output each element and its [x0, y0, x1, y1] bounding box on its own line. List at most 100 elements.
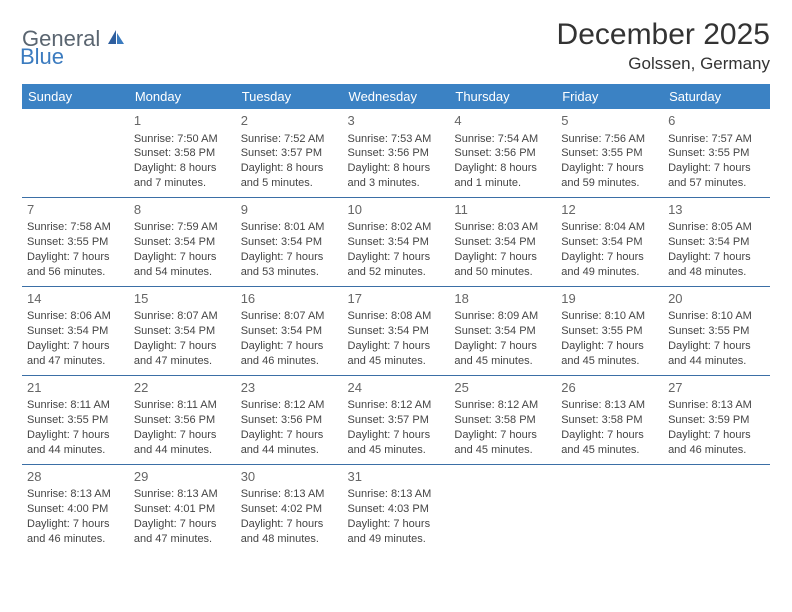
daylight-line: Daylight: 7 hours and 47 minutes.: [134, 339, 231, 369]
sunset-line: Sunset: 4:01 PM: [134, 502, 231, 517]
day-number: 6: [668, 112, 765, 130]
location: Golssen, Germany: [557, 54, 770, 74]
sunrise-line: Sunrise: 8:05 AM: [668, 220, 765, 235]
daylight-line: Daylight: 7 hours and 48 minutes.: [668, 250, 765, 280]
sunset-line: Sunset: 3:54 PM: [27, 324, 124, 339]
sunset-line: Sunset: 3:55 PM: [668, 146, 765, 161]
sunrise-line: Sunrise: 7:54 AM: [454, 132, 551, 147]
daylight-line: Daylight: 8 hours and 5 minutes.: [241, 161, 338, 191]
sunrise-line: Sunrise: 8:07 AM: [134, 309, 231, 324]
day-number: 18: [454, 290, 551, 308]
sunset-line: Sunset: 3:54 PM: [241, 324, 338, 339]
weekday-header-row: SundayMondayTuesdayWednesdayThursdayFrid…: [22, 84, 770, 109]
brand-sail-icon: [106, 28, 126, 51]
calendar-cell: 14Sunrise: 8:06 AMSunset: 3:54 PMDayligh…: [22, 286, 129, 375]
sunset-line: Sunset: 3:54 PM: [561, 235, 658, 250]
sunset-line: Sunset: 3:58 PM: [561, 413, 658, 428]
sunrise-line: Sunrise: 8:13 AM: [134, 487, 231, 502]
calendar-cell: 8Sunrise: 7:59 AMSunset: 3:54 PMDaylight…: [129, 197, 236, 286]
sunrise-line: Sunrise: 7:52 AM: [241, 132, 338, 147]
sunset-line: Sunset: 3:54 PM: [668, 235, 765, 250]
calendar-cell: 13Sunrise: 8:05 AMSunset: 3:54 PMDayligh…: [663, 197, 770, 286]
sunset-line: Sunset: 3:54 PM: [348, 324, 445, 339]
calendar-cell: 23Sunrise: 8:12 AMSunset: 3:56 PMDayligh…: [236, 375, 343, 464]
daylight-line: Daylight: 7 hours and 49 minutes.: [561, 250, 658, 280]
sunrise-line: Sunrise: 8:02 AM: [348, 220, 445, 235]
weekday-header: Monday: [129, 84, 236, 109]
day-number: 28: [27, 468, 124, 486]
sunset-line: Sunset: 3:54 PM: [134, 324, 231, 339]
sunrise-line: Sunrise: 8:08 AM: [348, 309, 445, 324]
calendar-table: SundayMondayTuesdayWednesdayThursdayFrid…: [22, 84, 770, 553]
daylight-line: Daylight: 7 hours and 46 minutes.: [241, 339, 338, 369]
calendar-cell: 1Sunrise: 7:50 AMSunset: 3:58 PMDaylight…: [129, 109, 236, 197]
day-number: 21: [27, 379, 124, 397]
day-number: 27: [668, 379, 765, 397]
daylight-line: Daylight: 7 hours and 45 minutes.: [454, 339, 551, 369]
weekday-header: Wednesday: [343, 84, 450, 109]
daylight-line: Daylight: 7 hours and 52 minutes.: [348, 250, 445, 280]
calendar-cell: 31Sunrise: 8:13 AMSunset: 4:03 PMDayligh…: [343, 464, 450, 552]
daylight-line: Daylight: 7 hours and 44 minutes.: [241, 428, 338, 458]
weekday-header: Thursday: [449, 84, 556, 109]
daylight-line: Daylight: 7 hours and 50 minutes.: [454, 250, 551, 280]
daylight-line: Daylight: 7 hours and 49 minutes.: [348, 517, 445, 547]
calendar-cell: 10Sunrise: 8:02 AMSunset: 3:54 PMDayligh…: [343, 197, 450, 286]
sunset-line: Sunset: 3:54 PM: [454, 324, 551, 339]
daylight-line: Daylight: 8 hours and 3 minutes.: [348, 161, 445, 191]
daylight-line: Daylight: 8 hours and 1 minute.: [454, 161, 551, 191]
sunrise-line: Sunrise: 7:56 AM: [561, 132, 658, 147]
calendar-cell: 3Sunrise: 7:53 AMSunset: 3:56 PMDaylight…: [343, 109, 450, 197]
sunset-line: Sunset: 4:03 PM: [348, 502, 445, 517]
sunrise-line: Sunrise: 8:13 AM: [348, 487, 445, 502]
day-number: 30: [241, 468, 338, 486]
daylight-line: Daylight: 7 hours and 57 minutes.: [668, 161, 765, 191]
sunrise-line: Sunrise: 8:13 AM: [668, 398, 765, 413]
day-number: 29: [134, 468, 231, 486]
daylight-line: Daylight: 7 hours and 54 minutes.: [134, 250, 231, 280]
calendar-row: 1Sunrise: 7:50 AMSunset: 3:58 PMDaylight…: [22, 109, 770, 197]
daylight-line: Daylight: 7 hours and 45 minutes.: [561, 428, 658, 458]
daylight-line: Daylight: 7 hours and 44 minutes.: [134, 428, 231, 458]
day-number: 2: [241, 112, 338, 130]
day-number: 11: [454, 201, 551, 219]
calendar-cell: 5Sunrise: 7:56 AMSunset: 3:55 PMDaylight…: [556, 109, 663, 197]
day-number: 1: [134, 112, 231, 130]
day-number: 16: [241, 290, 338, 308]
daylight-line: Daylight: 7 hours and 45 minutes.: [561, 339, 658, 369]
calendar-cell: 7Sunrise: 7:58 AMSunset: 3:55 PMDaylight…: [22, 197, 129, 286]
header: General December 2025 Golssen, Germany: [22, 18, 770, 74]
day-number: 12: [561, 201, 658, 219]
sunset-line: Sunset: 3:57 PM: [348, 413, 445, 428]
calendar-cell: 28Sunrise: 8:13 AMSunset: 4:00 PMDayligh…: [22, 464, 129, 552]
calendar-cell: 25Sunrise: 8:12 AMSunset: 3:58 PMDayligh…: [449, 375, 556, 464]
calendar-cell: 30Sunrise: 8:13 AMSunset: 4:02 PMDayligh…: [236, 464, 343, 552]
day-number: 23: [241, 379, 338, 397]
sunset-line: Sunset: 4:02 PM: [241, 502, 338, 517]
calendar-cell: [556, 464, 663, 552]
day-number: 20: [668, 290, 765, 308]
calendar-cell: 11Sunrise: 8:03 AMSunset: 3:54 PMDayligh…: [449, 197, 556, 286]
sunrise-line: Sunrise: 8:13 AM: [27, 487, 124, 502]
sunset-line: Sunset: 3:54 PM: [241, 235, 338, 250]
day-number: 9: [241, 201, 338, 219]
title-block: December 2025 Golssen, Germany: [557, 18, 770, 74]
calendar-row: 14Sunrise: 8:06 AMSunset: 3:54 PMDayligh…: [22, 286, 770, 375]
daylight-line: Daylight: 7 hours and 45 minutes.: [348, 339, 445, 369]
calendar-cell: [663, 464, 770, 552]
daylight-line: Daylight: 7 hours and 46 minutes.: [668, 428, 765, 458]
sunset-line: Sunset: 3:56 PM: [134, 413, 231, 428]
calendar-cell: [449, 464, 556, 552]
daylight-line: Daylight: 7 hours and 53 minutes.: [241, 250, 338, 280]
sunrise-line: Sunrise: 7:50 AM: [134, 132, 231, 147]
sunset-line: Sunset: 3:58 PM: [454, 413, 551, 428]
calendar-cell: 19Sunrise: 8:10 AMSunset: 3:55 PMDayligh…: [556, 286, 663, 375]
sunrise-line: Sunrise: 8:09 AM: [454, 309, 551, 324]
sunset-line: Sunset: 3:57 PM: [241, 146, 338, 161]
calendar-cell: 12Sunrise: 8:04 AMSunset: 3:54 PMDayligh…: [556, 197, 663, 286]
day-number: 13: [668, 201, 765, 219]
sunset-line: Sunset: 3:54 PM: [348, 235, 445, 250]
day-number: 17: [348, 290, 445, 308]
calendar-cell: 20Sunrise: 8:10 AMSunset: 3:55 PMDayligh…: [663, 286, 770, 375]
weekday-header: Tuesday: [236, 84, 343, 109]
